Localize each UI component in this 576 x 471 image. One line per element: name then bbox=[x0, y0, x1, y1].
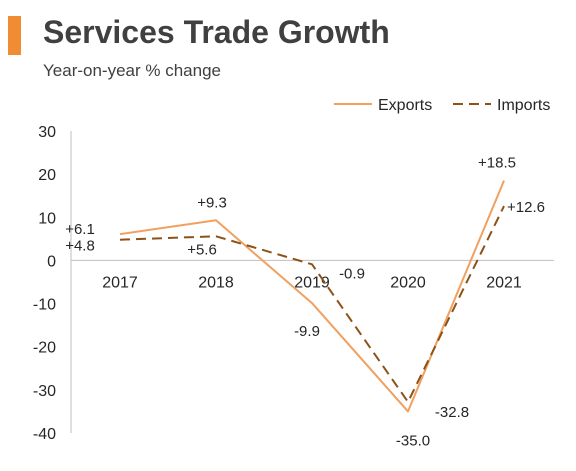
imports-data-label: +4.8 bbox=[65, 238, 95, 255]
exports-line bbox=[119, 180, 505, 413]
chart-subtitle: Year-on-year % change bbox=[43, 61, 221, 80]
imports-data-label: +5.6 bbox=[187, 241, 217, 258]
x-tick-label: 2018 bbox=[198, 274, 234, 291]
y-tick-label: 10 bbox=[38, 210, 56, 227]
y-tick-label: 0 bbox=[47, 253, 56, 270]
y-tick-label: -40 bbox=[33, 426, 56, 443]
legend-label-imports: Imports bbox=[497, 97, 550, 114]
x-tick-label: 2019 bbox=[294, 274, 330, 291]
y-tick-label: -20 bbox=[33, 340, 56, 357]
x-tick-label: 2017 bbox=[102, 274, 138, 291]
imports-data-label: -0.9 bbox=[339, 265, 365, 282]
imports-data-label: +12.6 bbox=[507, 199, 545, 216]
exports-data-label: +6.1 bbox=[65, 221, 95, 238]
y-tick-label: -10 bbox=[33, 297, 56, 314]
exports-data-label: +9.3 bbox=[197, 194, 227, 211]
legend-label-exports: Exports bbox=[378, 97, 432, 114]
x-tick-label: 2020 bbox=[390, 274, 426, 291]
y-tick-label: 30 bbox=[38, 124, 56, 141]
y-tick-label: -30 bbox=[33, 383, 56, 400]
exports-data-label: -35.0 bbox=[396, 432, 430, 449]
y-tick-label: 20 bbox=[38, 167, 56, 184]
exports-data-label: -9.9 bbox=[294, 323, 320, 340]
title-accent-bar bbox=[8, 16, 21, 55]
chart-title: Services Trade Growth bbox=[43, 14, 390, 50]
imports-data-label: -32.8 bbox=[435, 404, 469, 421]
x-tick-label: 2021 bbox=[486, 274, 522, 291]
exports-data-label: +18.5 bbox=[478, 155, 516, 172]
imports-line bbox=[119, 205, 505, 403]
